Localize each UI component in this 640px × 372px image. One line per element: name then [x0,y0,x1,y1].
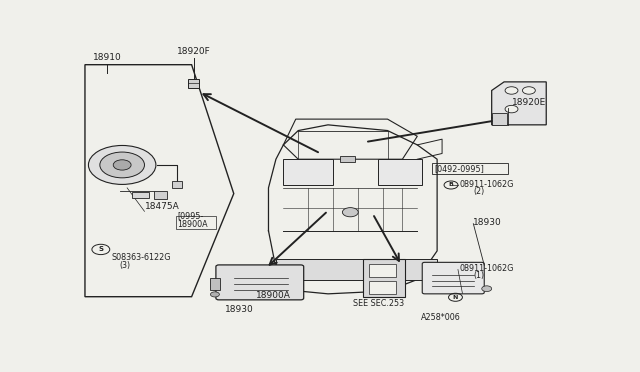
Text: N: N [452,295,458,300]
Text: 08911-1062G: 08911-1062G [460,264,514,273]
Bar [369,281,396,294]
Circle shape [342,208,358,217]
Bar [132,192,150,198]
Text: (3): (3) [120,261,131,270]
Bar [210,278,220,290]
Circle shape [211,292,220,297]
Text: 18930: 18930 [225,305,254,314]
Text: S08363-6122G: S08363-6122G [111,253,171,262]
Bar [492,113,507,125]
Text: (1): (1) [474,271,484,280]
Text: (2): (2) [474,187,484,196]
FancyBboxPatch shape [422,262,484,294]
Text: 18920E: 18920E [511,98,546,107]
Circle shape [505,87,518,94]
Bar [154,191,167,199]
Text: 18475A: 18475A [145,202,179,211]
Circle shape [522,87,535,94]
Text: B: B [449,183,454,187]
Text: SEE SEC.253: SEE SEC.253 [353,298,404,308]
Bar [378,159,422,185]
Bar [369,264,396,277]
Bar [176,216,216,230]
Bar [276,260,437,279]
Text: 18900A: 18900A [256,291,291,300]
Text: 18910: 18910 [93,54,122,62]
Bar [432,163,508,174]
Bar [284,159,333,185]
Circle shape [100,152,145,178]
Bar [188,79,199,87]
Bar [363,260,405,297]
Text: A258*006: A258*006 [421,312,461,322]
Text: S: S [99,246,103,253]
Text: 08911-1062G: 08911-1062G [460,180,514,189]
Text: 18920F: 18920F [177,47,211,56]
Bar [340,156,355,162]
Text: [0492-0995]: [0492-0995] [435,164,484,173]
Circle shape [88,145,156,185]
Bar [172,181,182,188]
FancyBboxPatch shape [216,265,304,300]
Text: 18930: 18930 [474,218,502,227]
Polygon shape [85,65,234,297]
Circle shape [113,160,131,170]
Circle shape [505,105,518,113]
Text: 18900A: 18900A [177,219,208,228]
Text: [0995-: [0995- [177,211,204,220]
Polygon shape [492,82,547,125]
Circle shape [482,286,492,292]
